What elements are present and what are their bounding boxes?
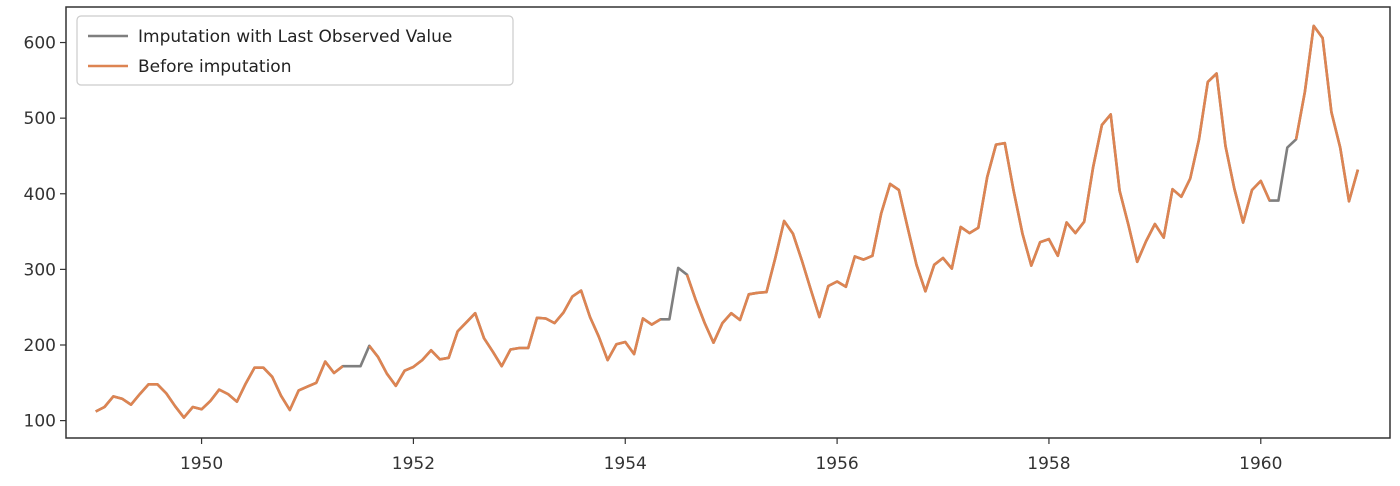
plot-frame <box>65 6 1391 439</box>
y-tick-label: 200 <box>24 336 56 356</box>
x-tick-label: 1954 <box>604 454 647 474</box>
x-tick-label: 1950 <box>180 454 223 474</box>
legend: Imputation with Last Observed Value Befo… <box>76 15 514 86</box>
x-tick-label: 1952 <box>392 454 435 474</box>
series-layer <box>95 24 1360 419</box>
x-tick-label: 1960 <box>1239 454 1282 474</box>
y-tick-label: 400 <box>24 185 56 205</box>
x-tick-label: 1956 <box>815 454 858 474</box>
legend-box <box>76 15 514 86</box>
legend-label-before: Before imputation <box>138 57 291 77</box>
legend-label-imputation: Imputation with Last Observed Value <box>138 27 452 47</box>
series-line-before-imputation <box>95 24 1360 419</box>
x-tick-label: 1958 <box>1027 454 1070 474</box>
x-axis: 1950 1952 1954 1956 1958 1960 <box>180 438 1282 474</box>
y-tick-label: 100 <box>24 412 56 432</box>
y-tick-label: 500 <box>24 109 56 129</box>
y-tick-label: 600 <box>24 34 56 54</box>
y-axis: 100 200 300 400 500 600 <box>24 34 66 432</box>
y-tick-label: 300 <box>24 260 56 280</box>
